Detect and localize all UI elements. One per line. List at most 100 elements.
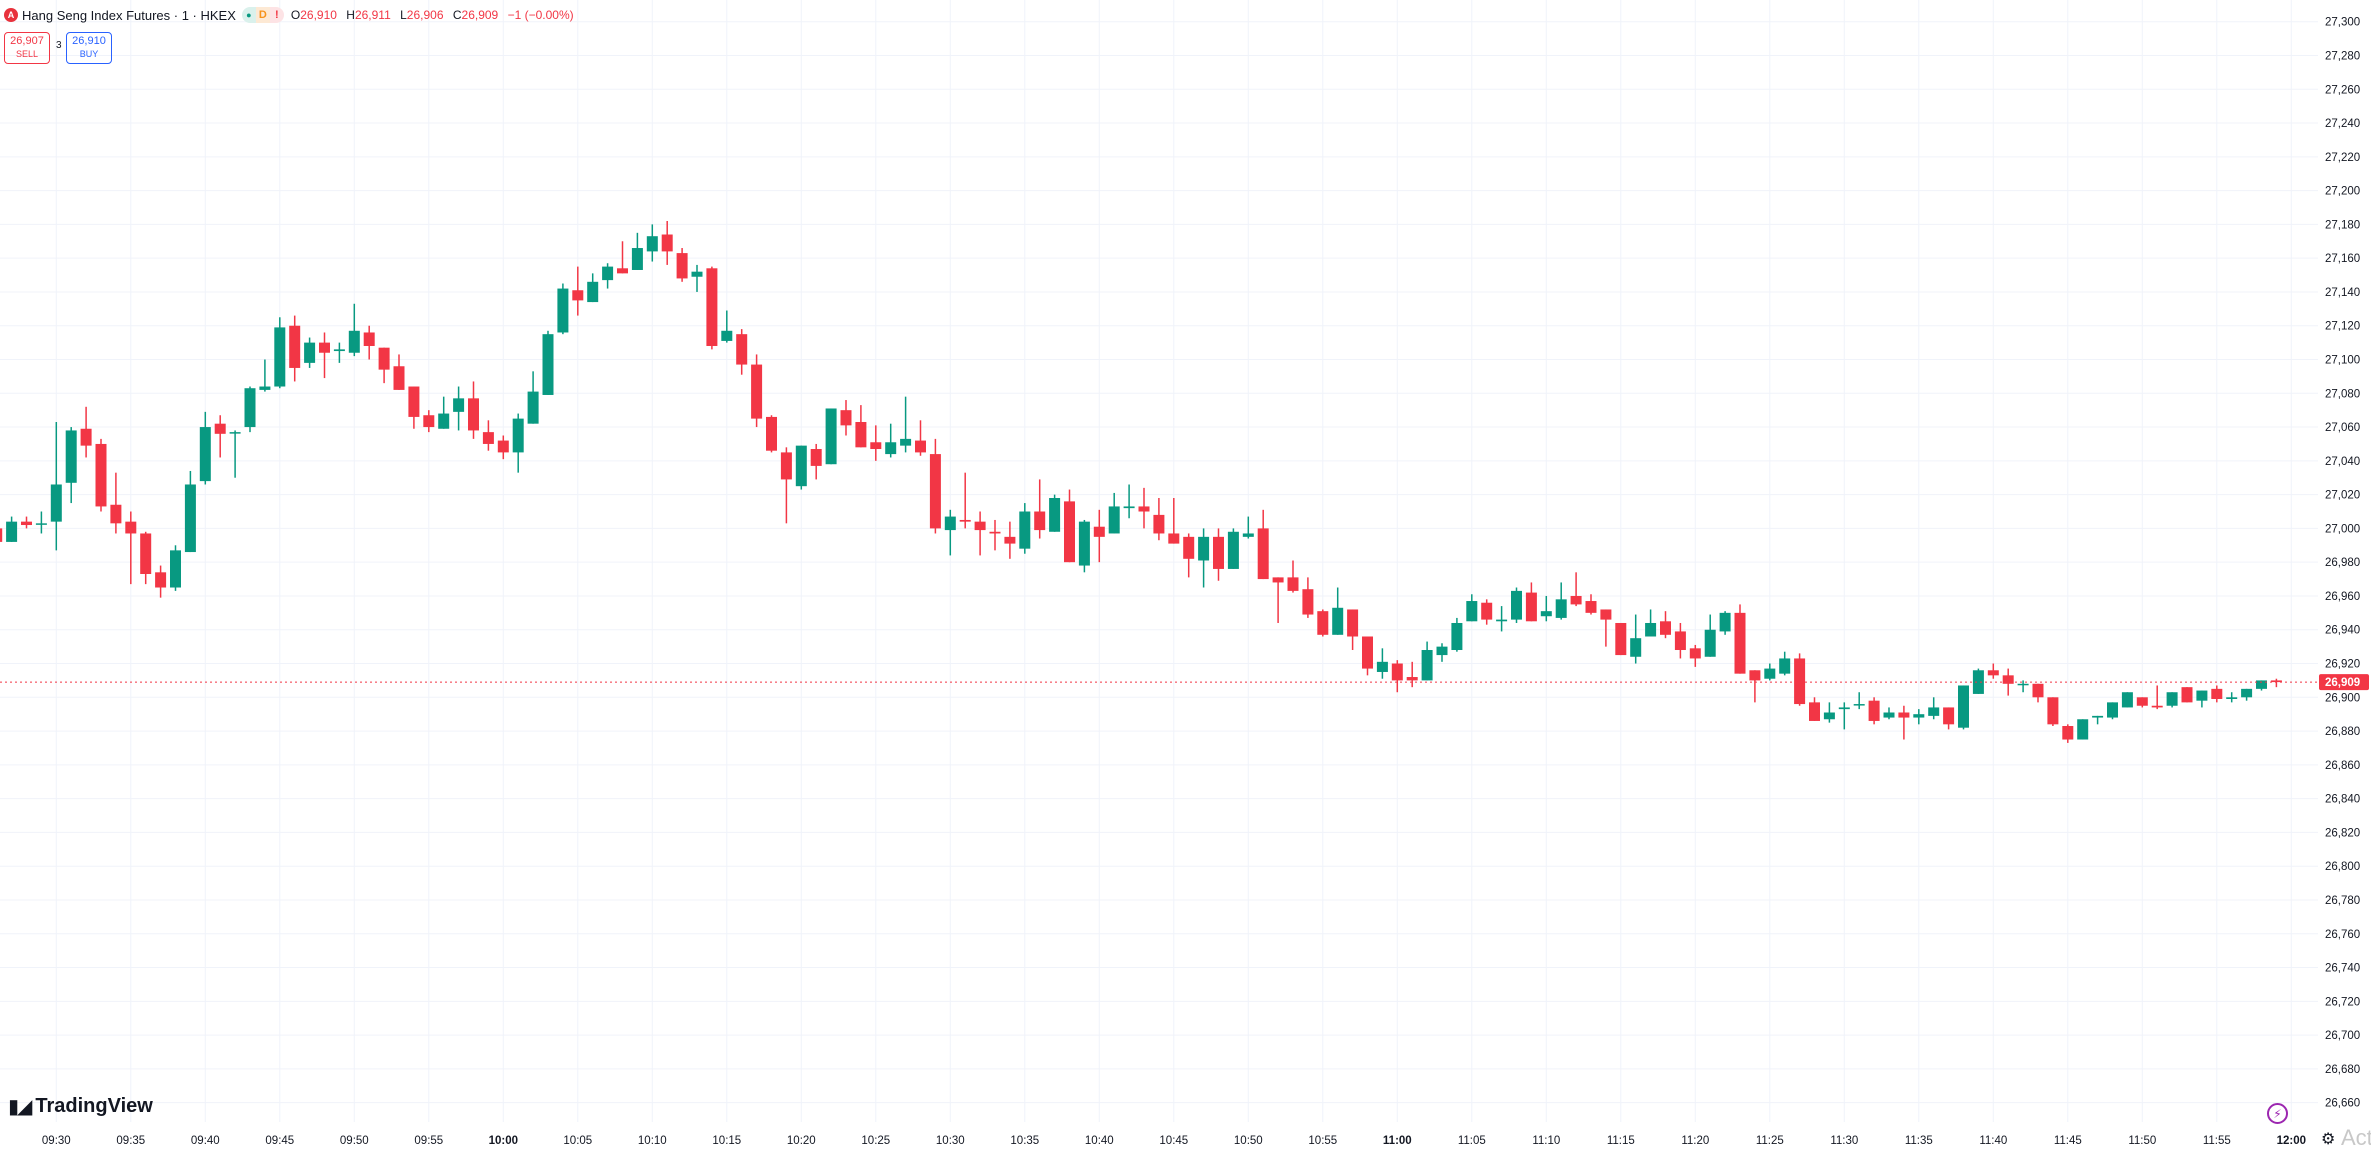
candle-up	[1108, 492, 1120, 534]
candle-body	[1809, 702, 1820, 721]
price-axis[interactable]: 27,300 27,280 27,260 27,240 27,220 27,200 27,1…	[2325, 17, 2360, 1110]
delayed-data-badge[interactable]: D	[255, 7, 270, 23]
candle-down	[2151, 685, 2163, 710]
symbol-title[interactable]: Hang Seng Index Futures · 1 · HKEX	[22, 7, 236, 23]
candle-body	[512, 418, 524, 453]
candle-body	[1600, 609, 1612, 620]
candle-down	[1689, 644, 1701, 667]
time-tick-label: 11:55	[2203, 1135, 2231, 1147]
price-tick-label: 27,200	[2325, 186, 2360, 198]
candle-down	[736, 329, 748, 375]
candle-down	[1257, 509, 1269, 580]
time-tick-label: 10:50	[1234, 1135, 1263, 1147]
candle-down	[1809, 697, 1820, 721]
candle-up	[900, 396, 912, 453]
candle-body	[825, 408, 837, 465]
candle-body	[497, 440, 509, 453]
candle-body	[304, 342, 316, 363]
candle-up	[1958, 685, 1969, 730]
buy-button[interactable]: 26,910 BUY	[66, 32, 112, 64]
candle-down	[1481, 599, 1493, 625]
open-value: 26,910	[300, 8, 337, 22]
candle-body	[1511, 590, 1522, 620]
time-tick-label: 10:00	[489, 1135, 518, 1147]
gear-icon[interactable]: ⚙︎	[2321, 1131, 2336, 1148]
candle-up	[646, 224, 658, 262]
candle-body	[1138, 506, 1150, 512]
price-tick-label: 27,240	[2325, 118, 2360, 130]
candle-body	[2092, 715, 2104, 718]
candle-down	[423, 410, 435, 433]
candle-down	[810, 443, 822, 480]
candle-down	[2270, 678, 2282, 688]
candle-down	[989, 519, 1001, 551]
candle-body	[1540, 611, 1552, 617]
price-tick-label: 26,660	[2325, 1098, 2360, 1110]
candle-body	[2181, 687, 2193, 703]
candle-body	[155, 572, 167, 588]
candle-body	[50, 484, 62, 522]
candle-down	[1660, 611, 1671, 639]
candle-body	[1093, 526, 1105, 537]
price-tick-label: 26,860	[2325, 760, 2360, 772]
time-tick-label: 11:05	[1458, 1135, 1486, 1147]
tradingview-logo[interactable]: ▮◢ TradingView	[8, 1094, 153, 1119]
candle-down	[1064, 489, 1075, 563]
candle-down	[959, 472, 971, 529]
time-tick-label: 09:50	[340, 1135, 369, 1147]
candle-body	[1764, 668, 1776, 679]
time-tick-label: 11:35	[1905, 1135, 1933, 1147]
candle-body	[6, 521, 18, 542]
candle-down	[1302, 577, 1314, 618]
sell-price: 26,907	[10, 35, 44, 47]
candle-body	[1734, 612, 1746, 674]
candle-down	[140, 531, 152, 585]
candle-up	[453, 386, 465, 431]
candle-body	[0, 528, 3, 542]
time-tick-label: 11:45	[2054, 1135, 2082, 1147]
sell-button[interactable]: 26,907 SELL	[4, 32, 50, 64]
candle-body	[2121, 692, 2133, 708]
price-tick-label: 26,760	[2325, 929, 2360, 941]
price-tick-label: 26,700	[2325, 1030, 2360, 1042]
candle-down	[1794, 653, 1806, 706]
time-tick-label: 09:30	[42, 1135, 71, 1147]
candle-up	[1540, 595, 1552, 622]
candle-body	[2256, 680, 2267, 689]
candle-body	[676, 253, 688, 279]
candle-up	[721, 310, 733, 343]
status-pills[interactable]: ● D !	[241, 7, 284, 23]
candle-body	[423, 415, 435, 428]
candle-body	[1466, 601, 1478, 622]
candle-up	[2121, 692, 2133, 708]
time-axis[interactable]: 09:30 09:35 09:40 09:45 09:50 09:55 10:00 10:05…	[42, 1135, 2306, 1147]
time-tick-label: 10:30	[936, 1135, 965, 1147]
candle-body	[170, 550, 181, 588]
candle-up	[1242, 516, 1254, 539]
candle-down	[1138, 487, 1150, 529]
candle-up	[1779, 651, 1791, 676]
candle-down	[1868, 697, 1880, 725]
candle-body	[140, 533, 152, 575]
candle-body	[1719, 612, 1731, 632]
market-open-dot-icon[interactable]: ●	[241, 7, 256, 23]
price-tick-label: 26,780	[2325, 895, 2360, 907]
candle-down	[974, 511, 986, 556]
candle-up	[1630, 614, 1642, 664]
price-tick-label: 26,900	[2325, 692, 2360, 704]
alert-badge[interactable]: !	[269, 7, 284, 23]
time-tick-label: 09:55	[414, 1135, 443, 1147]
candle-up	[50, 421, 62, 551]
candle-body	[1555, 599, 1567, 618]
candle-down	[617, 241, 628, 274]
candle-body	[855, 421, 867, 448]
candle-body	[810, 449, 822, 466]
price-tick-label: 27,020	[2325, 490, 2360, 502]
candle-up	[1928, 697, 1940, 720]
candle-down	[2136, 697, 2148, 708]
lightning-icon[interactable]: ⚡︎	[2267, 1103, 2288, 1124]
sell-label: SELL	[15, 49, 39, 59]
candle-body	[661, 234, 673, 252]
candle-up	[1645, 609, 1657, 637]
